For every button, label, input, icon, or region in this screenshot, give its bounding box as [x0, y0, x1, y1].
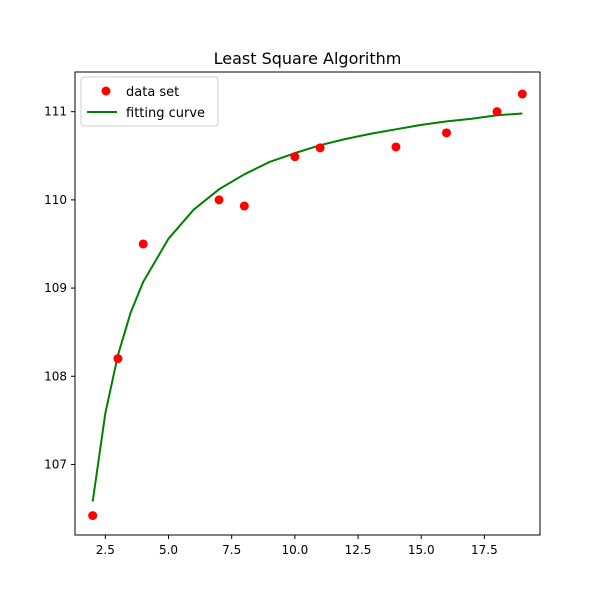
x-tick-label: 2.5 — [96, 543, 115, 557]
y-tick-label: 108 — [44, 369, 67, 383]
y-tick-label: 107 — [44, 457, 67, 471]
data-point — [441, 128, 451, 138]
data-point — [214, 195, 224, 205]
x-tick-label: 12.5 — [345, 543, 372, 557]
plot-area — [88, 89, 527, 521]
fitting-curve-line — [91, 112, 523, 502]
legend-frame — [80, 76, 219, 127]
data-point — [391, 142, 401, 152]
data-point — [88, 511, 98, 521]
legend-label-data-set: data set — [126, 85, 179, 100]
y-tick-label: 111 — [44, 105, 67, 119]
data-point — [492, 107, 502, 117]
x-tick-label: 5.0 — [159, 543, 178, 557]
x-tick-label: 10.0 — [282, 543, 309, 557]
data-point — [239, 201, 249, 211]
y-axis: 107 108 109 110 111 — [44, 105, 75, 471]
data-point — [113, 354, 123, 364]
legend-marker-data-set — [101, 86, 111, 96]
data-point — [315, 143, 325, 153]
chart-title: Least Square Algorithm — [214, 49, 402, 68]
x-tick-label: 17.5 — [471, 543, 498, 557]
legend-label-fitting-curve: fitting curve — [126, 106, 205, 121]
y-tick-label: 110 — [44, 193, 67, 207]
x-tick-label: 15.0 — [408, 543, 435, 557]
x-tick-label: 7.5 — [222, 543, 241, 557]
plot-frame — [74, 71, 541, 536]
legend: data set fitting curve — [80, 76, 219, 127]
data-point — [138, 239, 148, 249]
data-point — [290, 152, 300, 162]
x-axis: 2.5 5.0 7.5 10.0 12.5 15.0 17.5 — [96, 535, 498, 557]
y-tick-label: 109 — [44, 281, 67, 295]
data-point — [517, 89, 527, 99]
